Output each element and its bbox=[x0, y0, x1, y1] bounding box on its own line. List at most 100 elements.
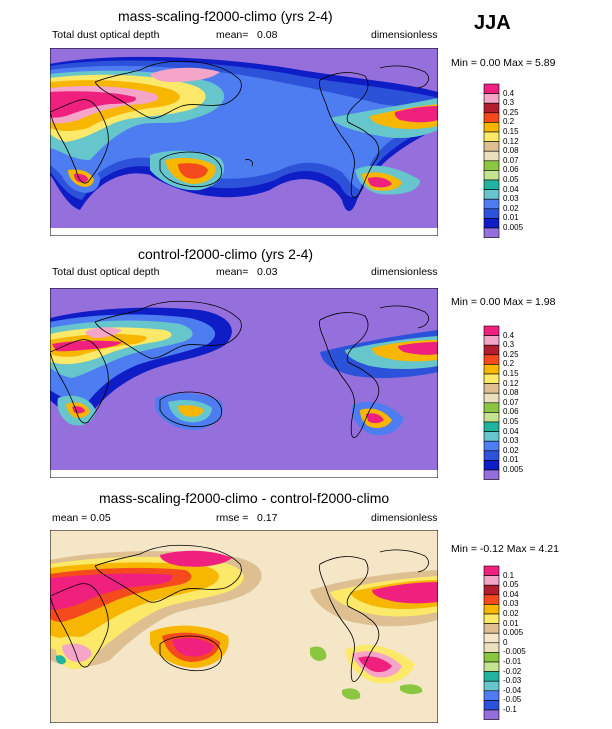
colorbar-tick-label: 0.05 bbox=[503, 175, 519, 184]
colorbar-swatch bbox=[483, 150, 500, 162]
dust-south-america-peak bbox=[366, 413, 384, 424]
dust-hotspot-asia bbox=[150, 67, 220, 82]
panel-3-mean-text: mean = 0.05 bbox=[52, 512, 111, 524]
colorbar-swatch bbox=[483, 325, 500, 336]
colorbar-swatch bbox=[483, 652, 500, 663]
panel-1-mean-label: mean= bbox=[216, 29, 249, 41]
missing-data-strip bbox=[50, 228, 438, 236]
colorbar-tick-label: 0.03 bbox=[503, 599, 519, 609]
colorbar-swatch bbox=[483, 218, 500, 229]
colorbar-swatch bbox=[483, 440, 500, 452]
colorbar-swatch bbox=[483, 671, 500, 682]
colorbar-swatch bbox=[483, 709, 500, 720]
panel-2-mean-value: 0.03 bbox=[257, 266, 278, 278]
colorbar-swatch bbox=[483, 335, 500, 346]
colorbar-swatch bbox=[483, 131, 500, 142]
diff-plume-atlantic-peak bbox=[372, 582, 438, 604]
colorbar-tick-label: 0.08 bbox=[503, 388, 519, 398]
colorbar-tick-label: 0.25 bbox=[503, 349, 519, 359]
panel-3-map bbox=[50, 530, 438, 723]
dust-australia-core bbox=[178, 405, 204, 417]
colorbar-swatch bbox=[483, 93, 500, 104]
colorbar-swatch bbox=[483, 141, 500, 152]
colorbar-swatch bbox=[483, 102, 500, 114]
panel-1-variable-label: Total dust optical depth bbox=[52, 29, 160, 41]
colorbar-tick-label: 0.005 bbox=[503, 465, 524, 474]
colorbar-tick-label: 0.15 bbox=[503, 127, 519, 136]
colorbar-tick-label: -0.04 bbox=[503, 685, 522, 695]
colorbar-tick-label: 0.005 bbox=[503, 628, 524, 638]
colorbar-swatch bbox=[483, 460, 500, 471]
panel-2-range-text: Min = 0.00 Max = 1.98 bbox=[451, 296, 556, 308]
colorbar-tick-label: 0.06 bbox=[503, 165, 519, 175]
colorbar-swatch bbox=[483, 575, 500, 586]
panel-3-title: mass-scaling-f2000-climo - control-f2000… bbox=[99, 490, 390, 506]
diff-south-america-peak bbox=[358, 656, 392, 673]
colorbar-swatch bbox=[483, 373, 500, 384]
colorbar-swatch bbox=[483, 112, 500, 123]
colorbar-swatch bbox=[483, 160, 500, 171]
colorbar-tick-label: 0.02 bbox=[503, 609, 519, 618]
colorbar-tick-label: 0.005 bbox=[503, 223, 524, 232]
colorbar-swatch bbox=[483, 122, 500, 133]
panel-3-rmse-label: rmse = bbox=[216, 512, 249, 524]
colorbar-tick-label: 0.1 bbox=[503, 570, 515, 580]
coastlines bbox=[50, 544, 429, 682]
panel-1-units-label: dimensionless bbox=[371, 29, 438, 41]
dust-australia-peak bbox=[178, 163, 208, 179]
panel-1-map bbox=[50, 48, 438, 236]
diff-hotspot-sahara bbox=[50, 573, 173, 610]
colorbar-tick-label: 0.01 bbox=[503, 213, 519, 223]
panel-3-units-label: dimensionless bbox=[371, 512, 438, 524]
coastlines bbox=[50, 60, 429, 198]
colorbar-tick-label: 0.2 bbox=[503, 117, 515, 127]
diff-negative-patch bbox=[400, 684, 423, 695]
colorbar-swatch bbox=[483, 412, 500, 423]
colorbar-tick-label: 0.4 bbox=[503, 88, 515, 98]
panel-1-range-text: Min = 0.00 Max = 5.89 bbox=[451, 57, 556, 69]
colorbar-tick-label: 0.02 bbox=[503, 203, 519, 213]
colorbar-swatch bbox=[483, 354, 500, 365]
colorbar-tick-label: 0.04 bbox=[503, 184, 519, 194]
colorbar-tick-label: -0.005 bbox=[503, 647, 526, 657]
colorbar-tick-label: 0.03 bbox=[503, 436, 519, 446]
colorbar-tick-label: 0.01 bbox=[503, 455, 519, 465]
colorbar-tick-label: 0.2 bbox=[503, 359, 515, 369]
colorbar-tick-label: 0.3 bbox=[503, 340, 515, 350]
colorbar-tick-label: 0.12 bbox=[503, 378, 519, 388]
colorbar-swatch bbox=[483, 208, 500, 219]
colorbar-tick-label: 0.04 bbox=[503, 589, 519, 599]
panel-1-colorbar bbox=[483, 83, 500, 238]
colorbar-tick-label: 0.01 bbox=[503, 618, 519, 628]
colorbar-tick-label: 0.04 bbox=[503, 426, 519, 436]
colorbar-swatch bbox=[483, 661, 500, 672]
colorbar-tick-label: 0.08 bbox=[503, 146, 519, 156]
panel-3-rmse-value: 0.17 bbox=[257, 512, 278, 524]
colorbar-tick-label: 0.05 bbox=[503, 580, 519, 590]
panel-2-units-label: dimensionless bbox=[371, 266, 438, 278]
colorbar-swatch bbox=[483, 344, 500, 356]
panel-1-title: mass-scaling-f2000-climo (yrs 2-4) bbox=[118, 8, 333, 24]
colorbar-swatch bbox=[483, 364, 500, 375]
dust-south-america-peak bbox=[368, 177, 392, 188]
diff-negative-patch bbox=[310, 646, 327, 661]
colorbar-tick-label: -0.1 bbox=[503, 705, 517, 714]
colorbar-swatch bbox=[483, 700, 500, 711]
colorbar-swatch bbox=[483, 642, 500, 653]
colorbar-swatch bbox=[483, 690, 500, 701]
colorbar-swatch bbox=[483, 179, 500, 190]
colorbar-tick-label: 0.03 bbox=[503, 194, 519, 204]
dust-plume-atlantic-peak bbox=[394, 106, 438, 123]
colorbar-tick-label: 0.25 bbox=[503, 107, 519, 117]
panel-3-range-text: Min = -0.12 Max = 4.21 bbox=[451, 543, 559, 555]
colorbar-swatch bbox=[483, 632, 500, 644]
colorbar-tick-label: -0.02 bbox=[503, 666, 522, 676]
colorbar-swatch bbox=[483, 402, 500, 413]
missing-data-strip bbox=[50, 470, 438, 478]
colorbar-tick-label: -0.03 bbox=[503, 676, 522, 686]
diff-australia-peak bbox=[172, 638, 214, 657]
colorbar-swatch bbox=[483, 227, 500, 238]
panel-2-variable-label: Total dust optical depth bbox=[52, 266, 160, 278]
colorbar-tick-label: 0.06 bbox=[503, 407, 519, 417]
